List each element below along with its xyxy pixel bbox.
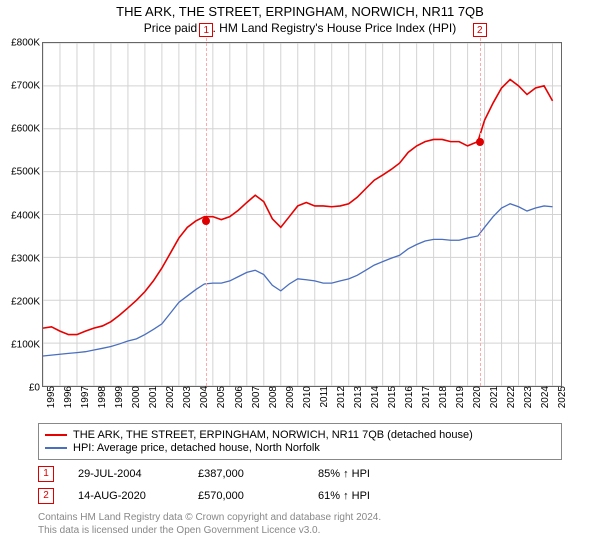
legend-row: THE ARK, THE STREET, ERPINGHAM, NORWICH,… (45, 429, 555, 441)
x-tick-label: 2015 (384, 386, 398, 408)
x-tick-label: 2020 (469, 386, 483, 408)
legend-swatch (45, 447, 67, 449)
x-tick-label: 2018 (435, 386, 449, 408)
legend-label: THE ARK, THE STREET, ERPINGHAM, NORWICH,… (73, 429, 473, 441)
x-tick-label: 2001 (145, 386, 159, 408)
transaction-dot-1 (202, 217, 210, 225)
x-tick-label: 1998 (94, 386, 108, 408)
footer-line-1: Contains HM Land Registry data © Crown c… (38, 512, 562, 525)
x-tick-label: 2009 (282, 386, 296, 408)
x-tick-label: 2000 (128, 386, 142, 408)
x-tick-label: 2004 (196, 386, 210, 408)
tx-row: 1 29-JUL-2004£387,00085% ↑ HPI (38, 466, 562, 482)
footer-line-2: This data is licensed under the Open Gov… (38, 525, 562, 538)
chart-container: THE ARK, THE STREET, ERPINGHAM, NORWICH,… (0, 0, 600, 560)
tx-price: £387,000 (198, 468, 318, 480)
y-tick-label: £500K (11, 167, 43, 178)
x-tick-label: 2016 (401, 386, 415, 408)
transaction-marker-2: 2 (473, 23, 487, 37)
tx-date: 14-AUG-2020 (78, 490, 198, 502)
x-tick-label: 2025 (554, 386, 568, 408)
y-tick-label: £700K (11, 81, 43, 92)
x-tick-label: 2010 (299, 386, 313, 408)
footer-attribution: Contains HM Land Registry data © Crown c… (38, 512, 562, 537)
plot-area: £0£100K£200K£300K£400K£500K£600K£700K£80… (42, 42, 562, 387)
tx-marker: 1 (38, 466, 54, 482)
x-tick-label: 1995 (43, 386, 57, 408)
title-address: THE ARK, THE STREET, ERPINGHAM, NORWICH,… (0, 4, 600, 19)
y-tick-label: £0 (29, 383, 43, 394)
y-tick-label: £200K (11, 296, 43, 307)
legend-label: HPI: Average price, detached house, Nort… (73, 442, 320, 454)
chart-titles: THE ARK, THE STREET, ERPINGHAM, NORWICH,… (0, 0, 600, 35)
x-tick-label: 1996 (60, 386, 74, 408)
x-tick-label: 2002 (162, 386, 176, 408)
x-tick-label: 2013 (350, 386, 364, 408)
y-tick-label: £400K (11, 210, 43, 221)
x-tick-label: 2023 (520, 386, 534, 408)
tx-vs-hpi: 85% ↑ HPI (318, 468, 438, 480)
x-tick-label: 2024 (537, 386, 551, 408)
x-tick-label: 2022 (503, 386, 517, 408)
y-tick-label: £100K (11, 339, 43, 350)
y-tick-label: £300K (11, 253, 43, 264)
x-tick-label: 2008 (265, 386, 279, 408)
transaction-marker-1: 1 (199, 23, 213, 37)
tx-date: 29-JUL-2004 (78, 468, 198, 480)
x-tick-label: 2017 (418, 386, 432, 408)
tx-vs-hpi: 61% ↑ HPI (318, 490, 438, 502)
x-tick-label: 1999 (111, 386, 125, 408)
tx-price: £570,000 (198, 490, 318, 502)
x-tick-label: 2005 (213, 386, 227, 408)
transactions-table: 1 29-JUL-2004£387,00085% ↑ HPI 2 14-AUG-202… (38, 466, 562, 504)
legend-swatch (45, 434, 67, 436)
tx-marker: 2 (38, 488, 54, 504)
x-tick-label: 2021 (486, 386, 500, 408)
y-tick-label: £800K (11, 38, 43, 49)
x-tick-label: 1997 (77, 386, 91, 408)
x-tick-label: 2014 (367, 386, 381, 408)
below-chart-section: THE ARK, THE STREET, ERPINGHAM, NORWICH,… (0, 423, 600, 537)
x-tick-label: 2006 (231, 386, 245, 408)
legend-box: THE ARK, THE STREET, ERPINGHAM, NORWICH,… (38, 423, 562, 460)
x-tick-label: 2011 (316, 386, 330, 408)
title-subtitle: Price paid vs. HM Land Registry's House … (0, 21, 600, 35)
y-tick-label: £600K (11, 124, 43, 135)
x-tick-label: 2019 (452, 386, 466, 408)
transaction-vline (206, 23, 207, 386)
transaction-dot-2 (476, 138, 484, 146)
x-tick-label: 2003 (179, 386, 193, 408)
x-tick-label: 2012 (333, 386, 347, 408)
legend-row: HPI: Average price, detached house, Nort… (45, 442, 555, 454)
x-tick-label: 2007 (248, 386, 262, 408)
transaction-vline (480, 23, 481, 386)
tx-row: 2 14-AUG-2020£570,00061% ↑ HPI (38, 488, 562, 504)
